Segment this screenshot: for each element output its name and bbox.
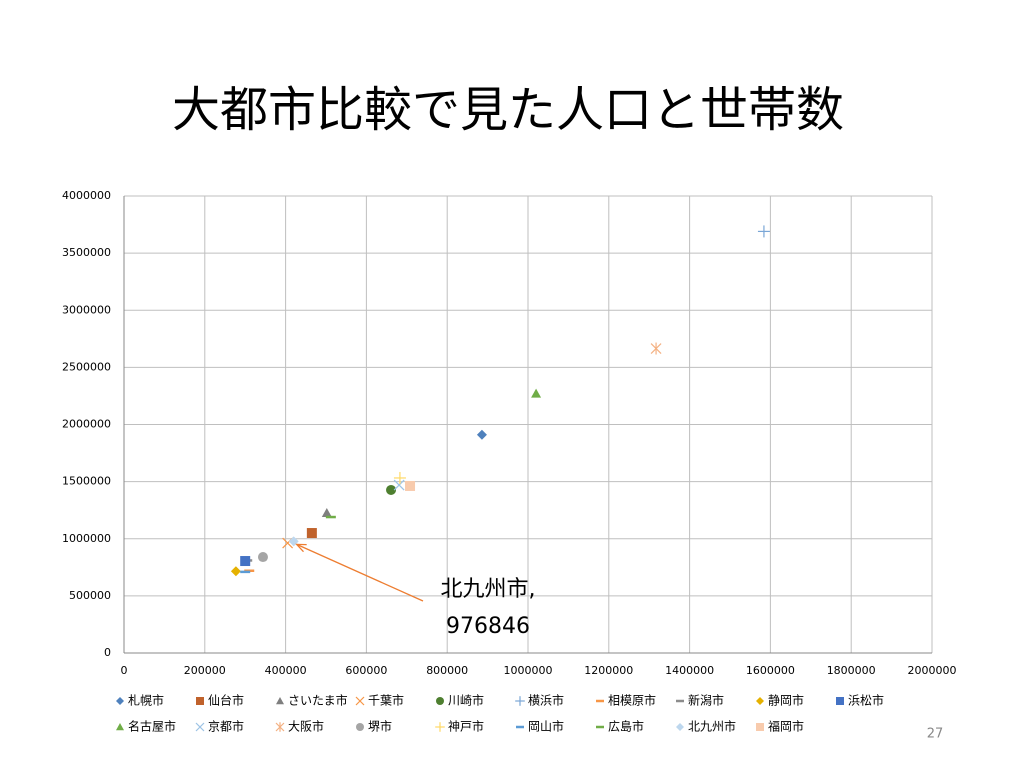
y-tick-label: 1000000 — [62, 532, 111, 545]
legend-marker — [116, 723, 124, 731]
marker-shape — [531, 388, 542, 398]
data-point — [405, 480, 416, 491]
legend-label: 川崎市 — [448, 693, 484, 708]
legend-label: 京都市 — [208, 719, 244, 734]
legend-marker — [116, 697, 124, 705]
annotation-text: 976846 — [446, 614, 530, 639]
data-point — [757, 225, 770, 238]
y-tick-label: 1500000 — [62, 475, 111, 488]
legend-label: 神戸市 — [448, 719, 484, 734]
legend-label: 静岡市 — [768, 693, 804, 708]
x-tick-label: 1000000 — [504, 664, 553, 677]
marker-shape — [393, 479, 405, 491]
x-tick-label: 600000 — [345, 664, 387, 677]
marker-shape — [195, 722, 205, 732]
marker-shape — [405, 480, 416, 491]
legend-label: 新潟市 — [688, 693, 724, 708]
legend-label: 岡山市 — [528, 719, 564, 734]
legend-label: 千葉市 — [368, 693, 404, 708]
data-point — [230, 566, 241, 577]
data-point — [257, 552, 268, 563]
marker-shape — [355, 696, 365, 706]
data-point — [531, 388, 542, 398]
data-point — [476, 429, 487, 440]
x-tick-label: 1400000 — [665, 664, 714, 677]
y-tick-label: 3500000 — [62, 246, 111, 259]
legend-label: 札幌市 — [128, 693, 164, 708]
legend-label: さいたま市 — [288, 693, 348, 708]
legend-label: 仙台市 — [208, 693, 244, 708]
legend-label: 北九州市 — [688, 719, 736, 734]
legend-label: 横浜市 — [528, 693, 564, 708]
data-point — [240, 556, 251, 567]
marker-shape — [116, 723, 124, 731]
legend-marker — [435, 722, 445, 732]
y-tick-label: 0 — [104, 646, 111, 659]
marker-shape — [836, 697, 844, 705]
marker-shape — [756, 697, 764, 705]
legend-label: 相模原市 — [608, 693, 656, 708]
legend-marker — [356, 723, 364, 731]
y-tick-label: 2000000 — [62, 418, 111, 431]
x-tick-label: 200000 — [184, 664, 226, 677]
data-point — [321, 508, 332, 518]
data-point — [393, 479, 405, 491]
legend-marker — [756, 697, 764, 705]
data-point — [386, 484, 397, 495]
data-point — [650, 342, 662, 355]
marker-shape — [756, 723, 764, 731]
marker-shape — [306, 528, 317, 539]
marker-shape — [436, 697, 444, 705]
data-point — [306, 528, 317, 539]
legend-label: 堺市 — [368, 719, 392, 734]
legend-marker — [515, 696, 525, 706]
marker-shape — [240, 556, 251, 567]
marker-shape — [116, 697, 124, 705]
legend-marker — [195, 722, 205, 732]
marker-shape — [476, 429, 487, 440]
y-tick-label: 2500000 — [62, 360, 111, 373]
marker-shape — [257, 552, 268, 563]
y-tick-label: 500000 — [69, 589, 111, 602]
marker-shape — [356, 723, 364, 731]
annotation-text: 北九州市, — [441, 577, 536, 602]
legend-marker — [836, 697, 844, 705]
legend-label: 広島市 — [608, 719, 644, 734]
x-tick-label: 1600000 — [746, 664, 795, 677]
marker-shape — [276, 697, 284, 705]
marker-shape — [386, 484, 397, 495]
x-tick-label: 800000 — [426, 664, 468, 677]
marker-shape — [230, 566, 241, 577]
page-number: 27 — [927, 727, 944, 742]
legend-marker — [756, 723, 764, 731]
marker-shape — [676, 723, 684, 731]
legend-label: 大阪市 — [288, 719, 324, 734]
slide-title: 大都市比較で見た人口と世帯数 — [172, 82, 844, 138]
x-tick-label: 0 — [121, 664, 128, 677]
legend-marker — [276, 697, 284, 705]
annotation-arrow — [296, 543, 424, 602]
x-tick-label: 1200000 — [584, 664, 633, 677]
legend-marker — [676, 723, 684, 731]
y-tick-label: 4000000 — [62, 189, 111, 202]
legend-label: 浜松市 — [848, 693, 884, 708]
marker-shape — [196, 697, 204, 705]
x-tick-label: 1800000 — [827, 664, 876, 677]
legend-marker — [275, 722, 285, 732]
legend-marker — [196, 697, 204, 705]
x-tick-label: 2000000 — [908, 664, 957, 677]
legend-label: 福岡市 — [768, 719, 804, 734]
annotation-arrowhead — [295, 543, 307, 553]
legend-label: 名古屋市 — [128, 719, 176, 734]
y-tick-label: 3000000 — [62, 303, 111, 316]
legend-marker — [436, 697, 444, 705]
marker-shape — [321, 508, 332, 518]
legend-marker — [355, 696, 365, 706]
x-tick-label: 400000 — [265, 664, 307, 677]
data-point — [393, 471, 406, 484]
